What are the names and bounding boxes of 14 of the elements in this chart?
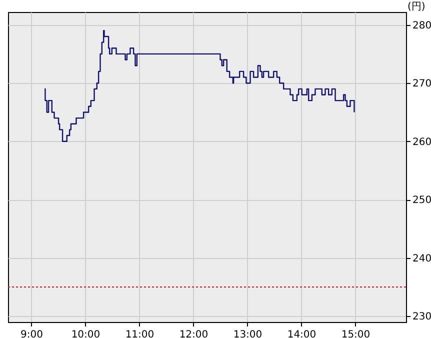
x-tick-label: 11:00 <box>125 330 154 338</box>
x-tick-label: 13:00 <box>233 330 262 338</box>
y-tick-label: 250 <box>412 195 431 206</box>
y-tick-label: 270 <box>412 78 431 90</box>
y-tick-label: 280 <box>412 20 431 32</box>
x-tick-label: 12:00 <box>179 330 208 338</box>
x-tick-label: 15:00 <box>341 330 370 338</box>
y-tick-label: 230 <box>412 312 431 323</box>
x-tick-label: 10:00 <box>71 330 100 338</box>
x-tick-label: 9:00 <box>20 330 43 338</box>
y-tick-label: 240 <box>412 253 431 264</box>
y-axis-title: (円) <box>408 2 426 12</box>
x-tick-label: 14:00 <box>287 330 316 338</box>
y-tick-label: 260 <box>412 136 431 148</box>
